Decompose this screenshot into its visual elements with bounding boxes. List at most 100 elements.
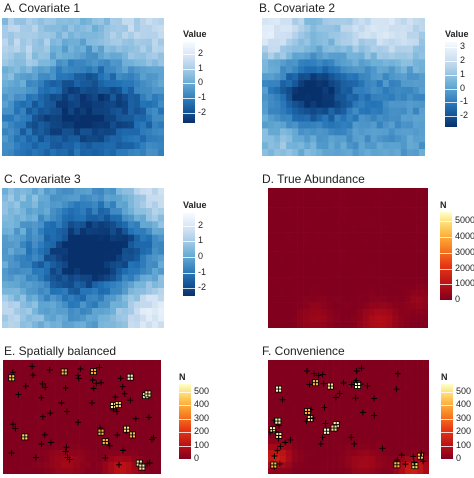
heatmap-cell — [116, 135, 123, 143]
heatmap-cell — [120, 432, 127, 439]
heatmap-cell — [110, 93, 117, 102]
heatmap-cell — [104, 228, 111, 235]
heatmap-cell — [43, 444, 51, 451]
heatmap-cell — [128, 24, 135, 33]
heatmap-cell — [303, 414, 311, 421]
heatmap-cell — [417, 432, 424, 439]
heatmap-cell — [92, 241, 99, 249]
heatmap-cell — [8, 107, 15, 115]
heatmap-cell — [298, 59, 305, 67]
legend-tick-label: 1 — [198, 62, 204, 73]
heatmap-cell — [55, 426, 62, 433]
heatmap-cell — [316, 80, 323, 88]
heatmap-cell — [104, 321, 111, 328]
heatmap-cell — [74, 59, 81, 67]
heatmap-cell — [279, 251, 287, 259]
heatmap-cell — [374, 283, 381, 291]
heatmap-cell — [364, 45, 371, 53]
heatmap-cell — [67, 378, 74, 385]
heatmap-cell — [140, 66, 147, 74]
legend-tick-mark — [445, 102, 457, 104]
heatmap-cell — [381, 426, 388, 433]
heatmap-cell — [32, 45, 39, 53]
heatmap-cell — [399, 432, 406, 439]
heatmap-cell — [92, 274, 99, 282]
heatmap-cell — [381, 420, 388, 427]
heatmap-cell — [310, 31, 317, 39]
heatmap-cell — [155, 468, 161, 474]
heatmap-cell — [406, 73, 414, 81]
heatmap-cell — [32, 73, 39, 81]
heatmap-cell — [315, 258, 322, 265]
heatmap-cell — [92, 254, 99, 262]
heatmap-cell — [108, 366, 115, 373]
heatmap-cell — [44, 201, 51, 209]
heatmap-cell — [297, 207, 304, 214]
heatmap-cell — [108, 414, 115, 421]
heatmap-cell — [303, 264, 310, 272]
heatmap-cell — [262, 93, 269, 102]
heatmap-cell — [110, 308, 117, 315]
heatmap-cell — [20, 194, 27, 202]
heatmap-cell — [291, 219, 298, 227]
heatmap-cell — [98, 301, 105, 309]
heatmap-cell — [386, 188, 393, 195]
heatmap-cell — [375, 396, 382, 403]
heatmap-cell — [345, 450, 352, 457]
heatmap-cell — [279, 426, 287, 433]
heatmap-cell — [152, 214, 159, 222]
heatmap-cell — [62, 194, 69, 202]
sample-site-marker — [411, 459, 417, 466]
heatmap-plot — [262, 18, 425, 156]
heatmap-cell — [316, 93, 323, 102]
heatmap-cell — [370, 100, 378, 108]
heatmap-cell — [328, 31, 335, 39]
heatmap-cell — [327, 232, 334, 240]
heatmap-cell — [20, 254, 27, 262]
heatmap-cell — [120, 396, 127, 403]
heatmap-cell — [297, 277, 304, 284]
heatmap-cell — [393, 432, 400, 439]
heatmap-cell — [137, 384, 144, 391]
heatmap-cell — [104, 214, 111, 222]
sample-site-marker — [275, 386, 282, 393]
heatmap-cell — [68, 308, 75, 315]
heatmap-cell — [14, 301, 21, 309]
heatmap-cell — [352, 31, 359, 39]
heatmap-cell — [404, 188, 411, 195]
heatmap-cell — [393, 450, 400, 457]
heatmap-cell — [128, 142, 135, 150]
heatmap-cell — [96, 462, 103, 469]
heatmap-cell — [310, 38, 317, 46]
heatmap-cell — [351, 360, 358, 367]
heatmap-cell — [14, 414, 21, 421]
heatmap-cell — [80, 214, 87, 222]
heatmap-cell — [374, 245, 381, 252]
heatmap-cell — [137, 420, 144, 427]
heatmap-cell — [152, 241, 159, 249]
heatmap-cell — [297, 238, 304, 246]
heatmap-cell — [388, 114, 396, 122]
heatmap-cell — [321, 360, 328, 367]
heatmap-cell — [416, 264, 423, 272]
heatmap-cell — [362, 283, 370, 291]
heatmap-cell — [86, 208, 93, 215]
heatmap-cell — [32, 142, 39, 150]
heatmap-cell — [279, 384, 287, 391]
heatmap-cell — [26, 18, 33, 26]
heatmap-cell — [20, 135, 27, 143]
heatmap-cell — [98, 254, 105, 262]
heatmap-cell — [80, 114, 87, 122]
heatmap-cell — [110, 135, 117, 143]
heatmap-cell — [417, 390, 424, 397]
heatmap-cell — [291, 438, 299, 445]
heatmap-cell — [356, 321, 364, 328]
heatmap-cell — [388, 128, 396, 136]
heatmap-cell — [298, 128, 305, 136]
heatmap-cell — [350, 251, 358, 259]
heatmap-cell — [422, 277, 428, 284]
heatmap-cell — [280, 31, 287, 39]
heatmap-cell — [20, 38, 27, 46]
heatmap-cell — [418, 107, 425, 115]
heatmap-cell — [55, 384, 62, 391]
